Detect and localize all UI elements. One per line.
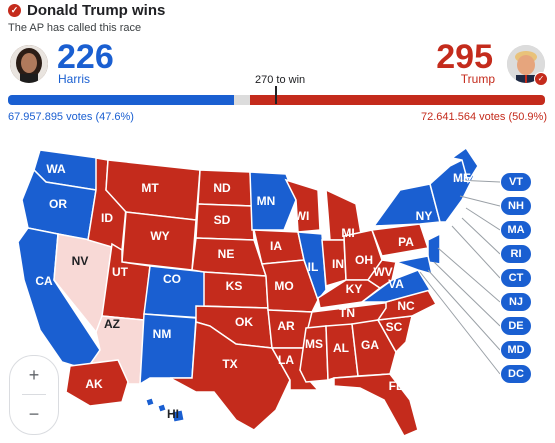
label-HI: HI [167,407,179,421]
label-OK: OK [235,315,253,329]
trump-avatar [507,45,545,83]
zoom-out-button[interactable]: − [28,404,40,424]
label-PA: PA [398,235,414,249]
label-AK: AK [85,377,103,391]
zoom-control: + − [9,355,59,435]
trump-popular-votes: 72.641.564 votes (50.9%) [421,111,547,123]
harris-avatar [10,45,48,83]
state-NM[interactable] [139,313,197,386]
state-AK[interactable] [65,359,129,407]
harris-bar-fill [8,95,234,105]
label-ME: ME [453,171,471,185]
label-ND: ND [213,181,231,195]
label-NY: NY [416,209,433,223]
state-pill-DE[interactable]: DE [501,317,531,335]
label-NM: NM [153,327,172,341]
state-pill-CT[interactable]: CT [501,269,531,287]
page-title: Donald Trump wins [27,2,166,19]
label-AZ: AZ [104,317,120,331]
result-header: ✓ Donald Trump wins [8,2,165,19]
label-KY: KY [346,282,363,296]
zoom-divider [22,394,46,395]
label-ID: ID [101,211,113,225]
state-pill-RI[interactable]: RI [501,245,531,263]
win-threshold-label: 270 to win [255,74,306,86]
state-HI[interactable] [145,397,185,423]
label-TX: TX [222,357,237,371]
label-WV: WV [373,265,392,279]
state-pill-MA[interactable]: MA [501,221,531,239]
label-IL: IL [308,260,319,274]
label-VA: VA [388,277,404,291]
check-icon: ✓ [8,4,21,17]
state-pill-DC[interactable]: DC [501,365,531,383]
harris-electoral-votes: 226 [57,38,114,76]
label-NC: NC [397,299,415,313]
small-state-connectors [419,179,500,375]
label-AL: AL [333,341,349,355]
label-GA: GA [361,338,379,352]
label-IN: IN [332,257,344,271]
trump-electoral-votes: 295 [436,38,493,76]
trump-name: Trump [460,72,495,86]
label-WY: WY [150,229,169,243]
label-SC: SC [386,320,403,334]
label-CO: CO [163,272,181,286]
state-MN[interactable] [249,171,297,231]
label-OH: OH [355,253,373,267]
label-AR: AR [277,319,295,333]
state-WV[interactable] [366,259,397,289]
state-FL[interactable] [333,373,419,437]
us-results-map[interactable]: WA OR CA NV ID MT WY UT AZ CO NM ND SD N… [0,130,500,443]
label-MS: MS [305,337,323,351]
label-FL: FL [389,379,404,393]
state-pill-NH[interactable]: NH [501,197,531,215]
label-SD: SD [214,213,231,227]
label-NE: NE [218,247,235,261]
harris-name: Harris [58,72,90,86]
label-MI: MI [341,226,354,240]
label-IA: IA [270,239,282,253]
state-NE-region[interactable] [429,159,475,223]
state-pill-MD[interactable]: MD [501,341,531,359]
label-CA: CA [35,274,53,288]
race-call-subtitle: The AP has called this race [8,22,142,34]
label-TN: TN [339,306,355,320]
zoom-in-button[interactable]: + [28,365,40,385]
label-MN: MN [257,194,276,208]
label-MO: MO [274,279,293,293]
label-WI: WI [295,209,310,223]
state-MS[interactable] [299,325,329,383]
state-GA[interactable] [351,319,397,377]
state-NJ-shape[interactable] [427,232,441,265]
winner-check-icon: ✓ [534,72,548,86]
state-TX[interactable] [169,321,291,431]
trump-bar-fill [249,95,545,105]
label-OR: OR [49,197,67,211]
harris-popular-votes: 67.957.895 votes (47.6%) [8,111,134,123]
label-WA: WA [46,162,66,176]
state-WI[interactable] [284,178,321,233]
label-LA: LA [278,353,294,367]
state-pill-VT[interactable]: VT [501,173,531,191]
label-NV: NV [72,254,89,268]
label-KS: KS [226,279,243,293]
label-MT: MT [141,181,159,195]
state-pill-NJ[interactable]: NJ [501,293,531,311]
state-ME[interactable] [450,146,479,184]
label-UT: UT [112,265,129,279]
win-threshold-marker [275,86,277,104]
